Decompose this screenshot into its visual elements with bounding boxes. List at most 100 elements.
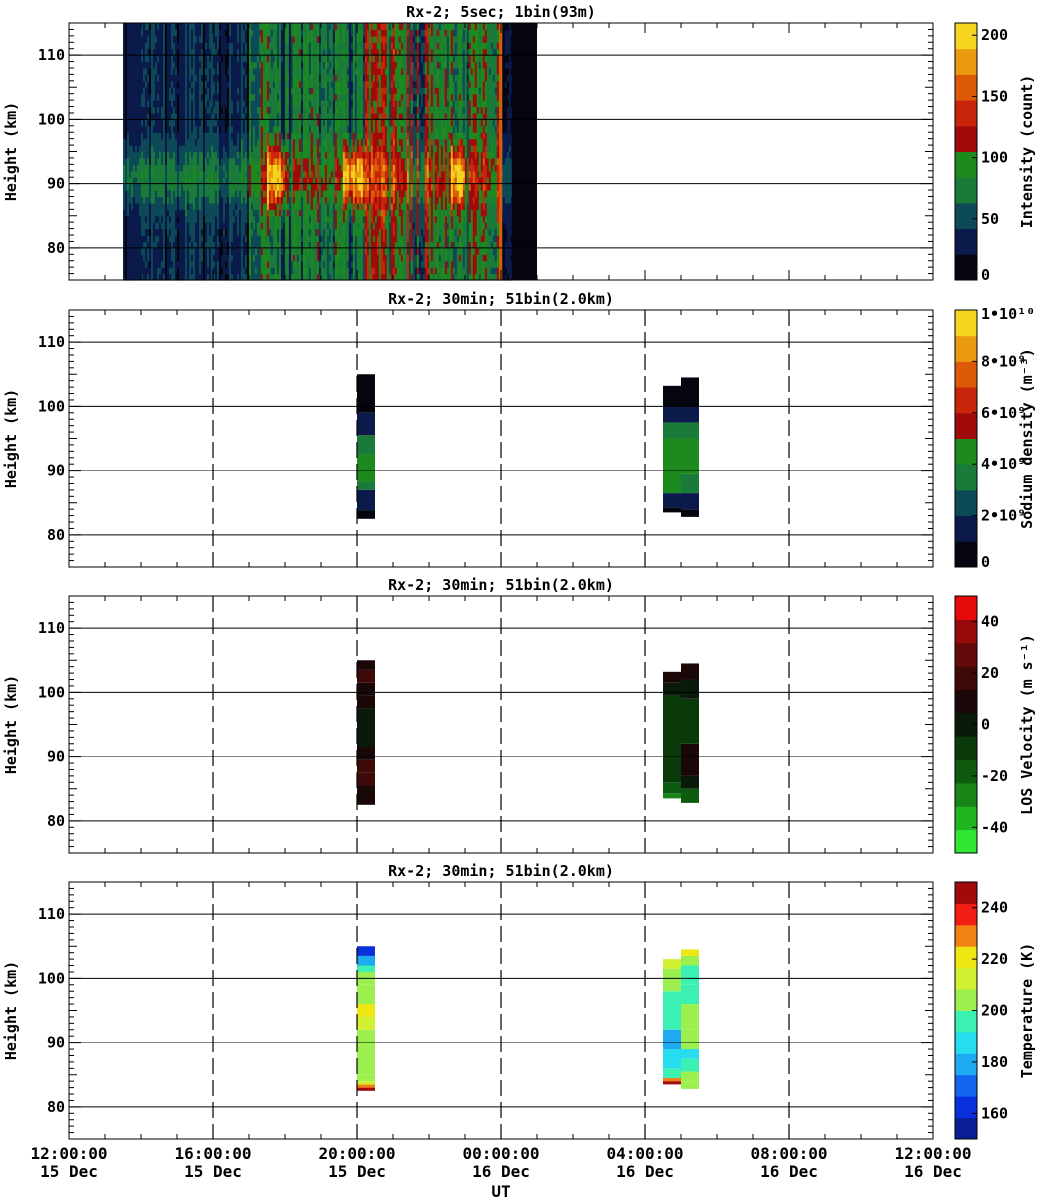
intensity-cell: [218, 112, 222, 120]
intensity-cell: [160, 55, 164, 63]
intensity-cell: [238, 222, 242, 230]
intensity-cell: [146, 151, 150, 159]
intensity-cell: [318, 209, 322, 217]
intensity-cell: [310, 106, 314, 114]
intensity-cell: [370, 93, 374, 101]
intensity-cell: [194, 138, 198, 146]
intensity-cell: [154, 35, 158, 43]
intensity-cell: [250, 67, 254, 75]
intensity-cell: [252, 125, 256, 133]
intensity-cell: [180, 170, 184, 178]
intensity-cell: [366, 222, 370, 230]
intensity-cell: [336, 177, 340, 185]
intensity-cell: [176, 170, 180, 178]
intensity-cell: [238, 87, 242, 95]
intensity-cell: [162, 209, 166, 217]
intensity-cell: [266, 132, 270, 140]
intensity-cell: [348, 164, 352, 172]
intensity-cell: [224, 132, 228, 140]
intensity-cell: [278, 164, 282, 172]
intensity-cell: [246, 48, 250, 56]
intensity-cell: [230, 209, 234, 217]
intensity-cell: [230, 235, 234, 243]
intensity-cell: [158, 48, 162, 56]
intensity-cell: [308, 247, 312, 255]
intensity-cell: [212, 247, 216, 255]
intensity-cell: [196, 35, 200, 43]
intensity-cell: [362, 100, 366, 108]
intensity-cell: [138, 106, 142, 114]
intensity-cell: [202, 164, 206, 172]
intensity-cell: [258, 138, 262, 146]
intensity-cell: [166, 183, 170, 191]
intensity-cell: [129, 35, 132, 43]
intensity-cell: [304, 164, 308, 172]
intensity-cell: [156, 87, 160, 95]
intensity-cell: [132, 67, 136, 75]
intensity-cell: [274, 151, 278, 159]
intensity-cell: [125, 196, 128, 204]
intensity-cell: [206, 48, 210, 56]
intensity-cell: [214, 183, 218, 191]
intensity-cell: [129, 93, 132, 101]
intensity-cell: [254, 170, 258, 178]
intensity-cell: [198, 93, 202, 101]
intensity-cell: [214, 215, 218, 223]
intensity-cell: [164, 80, 168, 88]
intensity-cell: [362, 254, 366, 262]
intensity-cell: [186, 74, 190, 82]
intensity-cell: [338, 106, 342, 114]
intensity-cell: [346, 235, 350, 243]
intensity-cell: [158, 112, 162, 120]
intensity-cell: [302, 48, 306, 56]
intensity-cell: [362, 273, 366, 281]
intensity-cell: [200, 93, 204, 101]
intensity-cell: [346, 164, 350, 172]
intensity-cell: [226, 164, 230, 172]
intensity-cell: [324, 235, 328, 243]
intensity-cell: [172, 125, 176, 133]
intensity-cell: [198, 157, 202, 165]
intensity-cell: [326, 228, 330, 236]
intensity-cell: [136, 119, 140, 127]
intensity-cell: [188, 125, 192, 133]
intensity-cell: [224, 202, 228, 210]
intensity-cell: [350, 74, 354, 82]
intensity-cell: [262, 267, 266, 275]
intensity-cell: [308, 170, 312, 178]
intensity-cell: [168, 112, 172, 120]
intensity-cell: [370, 170, 374, 178]
intensity-cell: [144, 100, 148, 108]
intensity-cell: [178, 74, 182, 82]
intensity-cell: [156, 80, 160, 88]
intensity-cell: [134, 202, 138, 210]
intensity-cell: [334, 42, 338, 50]
intensity-cell: [322, 209, 326, 217]
intensity-cell: [188, 67, 192, 75]
intensity-cell: [346, 106, 350, 114]
intensity-cell: [220, 273, 224, 281]
intensity-cell: [280, 247, 284, 255]
intensity-cell: [164, 222, 168, 230]
intensity-cell: [184, 215, 188, 223]
intensity-cell: [144, 202, 148, 210]
intensity-cell: [138, 196, 142, 204]
intensity-cell: [148, 138, 152, 146]
intensity-cell: [308, 190, 312, 198]
intensity-cell: [330, 222, 334, 230]
intensity-cell: [314, 222, 318, 230]
intensity-cell: [166, 87, 170, 95]
intensity-cell: [320, 273, 324, 281]
intensity-cell: [320, 183, 324, 191]
intensity-cell: [210, 42, 214, 50]
intensity-cell: [354, 42, 358, 50]
intensity-cell: [284, 48, 288, 56]
intensity-cell: [340, 235, 344, 243]
intensity-cell: [136, 157, 140, 165]
intensity-cell: [152, 55, 156, 63]
intensity-cell: [218, 164, 222, 172]
intensity-cell: [182, 222, 186, 230]
intensity-cell: [334, 235, 338, 243]
intensity-cell: [264, 55, 268, 63]
intensity-cell: [332, 93, 336, 101]
